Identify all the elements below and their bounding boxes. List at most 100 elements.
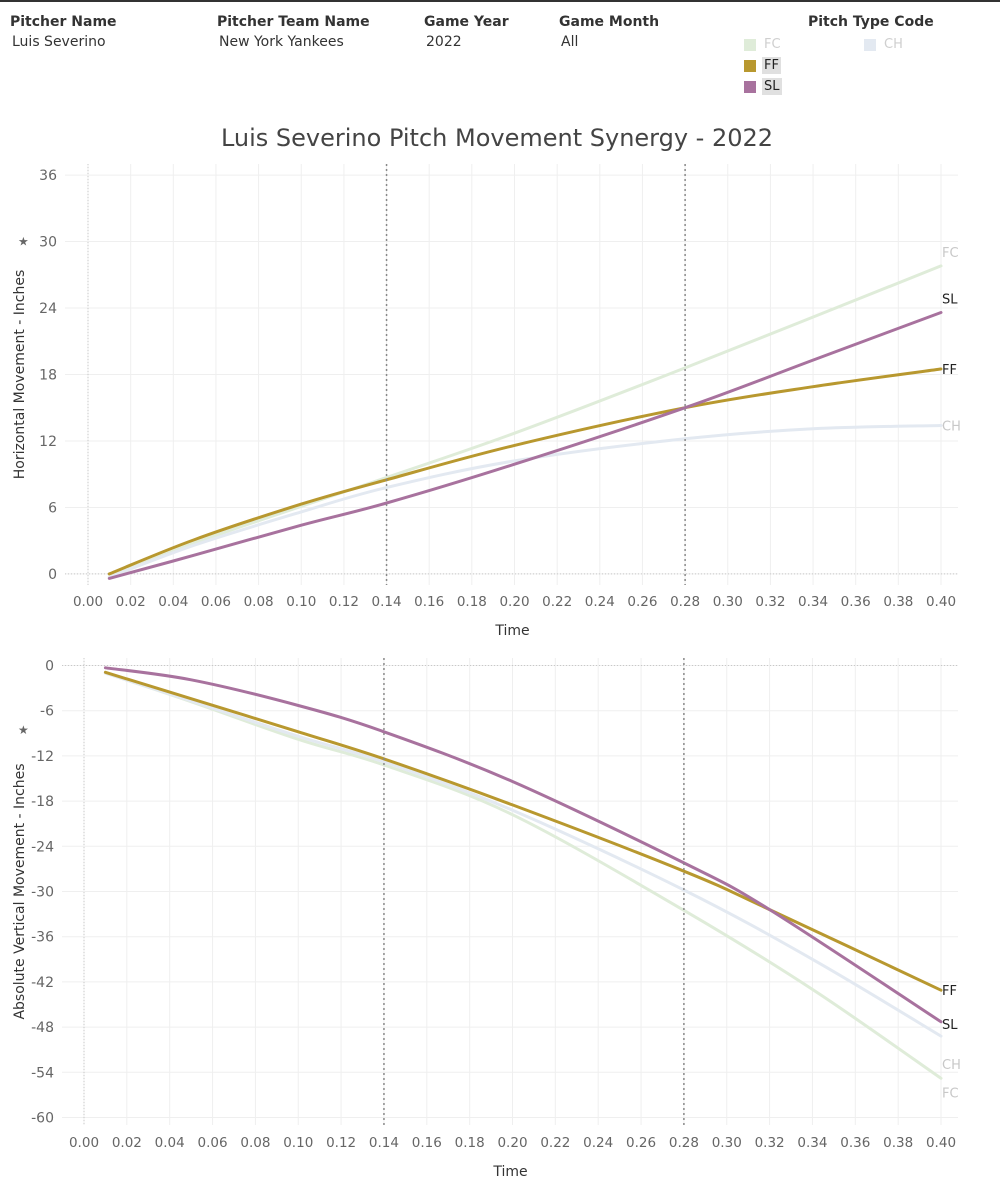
y-tick-label: -6 bbox=[40, 704, 54, 720]
top-border bbox=[0, 0, 1000, 2]
pin-icon[interactable]: ★ bbox=[18, 235, 29, 249]
legend-title: Pitch Type Code bbox=[808, 14, 934, 30]
legend-label-sl: SL bbox=[762, 78, 782, 95]
x-tick-label: 0.28 bbox=[669, 1135, 699, 1151]
series-label-ch: CH bbox=[942, 419, 961, 434]
filter-pitcher-team-name[interactable]: Pitcher Team Name New York Yankees bbox=[217, 14, 370, 50]
y-tick-label: -54 bbox=[31, 1065, 54, 1081]
x-tick-label: 0.24 bbox=[585, 594, 615, 610]
filter-label: Game Month bbox=[559, 14, 660, 30]
legend-item-ff[interactable]: FF bbox=[744, 57, 781, 74]
legend-label-fc: FC bbox=[764, 37, 781, 52]
y-tick-label: -48 bbox=[31, 1020, 54, 1036]
y-tick-label: -30 bbox=[31, 885, 54, 901]
x-tick-label: 0.32 bbox=[755, 1135, 785, 1151]
x-tick-label: 0.16 bbox=[414, 594, 444, 610]
filter-game-month[interactable]: Game Month All bbox=[559, 14, 659, 50]
x-tick-label: 0.02 bbox=[116, 594, 146, 610]
x-tick-label: 0.00 bbox=[69, 1135, 99, 1151]
y-tick-label: 0 bbox=[45, 659, 54, 675]
filter-label: Pitcher Team Name bbox=[217, 14, 370, 30]
x-axis-label: Time bbox=[492, 1164, 527, 1180]
x-tick-label: 0.40 bbox=[926, 1135, 956, 1151]
pin-icon[interactable]: ★ bbox=[18, 723, 29, 737]
horizontal-movement-chart: 36 30 24 18 12 6 0 0.00 0.02 0.04 0.06 0.08 0.10 0.12… bbox=[12, 164, 961, 639]
series-label-ff: FF bbox=[942, 363, 957, 378]
filter-game-year[interactable]: Game Year 2022 bbox=[424, 14, 509, 50]
x-axis-label: Time bbox=[494, 623, 529, 639]
x-tick-label: 0.10 bbox=[283, 1135, 313, 1151]
x-tick-label: 0.26 bbox=[627, 594, 657, 610]
series-label-ff: FF bbox=[942, 984, 957, 999]
vertical-movement-chart: 0 -6 -12 -18 -24 -30 -36 -42 -48 -54 -60 0.00 0.02 0.… bbox=[12, 658, 961, 1180]
series-line-sl[interactable] bbox=[107, 311, 943, 580]
legend-swatch-fc bbox=[744, 38, 756, 51]
y-tick-label: 30 bbox=[39, 235, 57, 251]
series-label-ch: CH bbox=[942, 1058, 961, 1073]
series-label-sl: SL bbox=[942, 292, 958, 307]
x-tick-label: 0.04 bbox=[158, 594, 188, 610]
y-tick-label: -36 bbox=[31, 930, 54, 946]
x-tick-label: 0.00 bbox=[73, 594, 103, 610]
legend-item-fc[interactable]: FC bbox=[744, 36, 783, 53]
y-axis-label: Absolute Vertical Movement - Inches bbox=[12, 763, 28, 1019]
chart-title: Luis Severino Pitch Movement Synergy - 2… bbox=[221, 124, 773, 152]
legend-item-ch[interactable]: CH bbox=[864, 36, 905, 53]
series-line-fc[interactable] bbox=[103, 671, 943, 1080]
x-tick-label: 0.26 bbox=[626, 1135, 656, 1151]
legend-item-sl[interactable]: SL bbox=[744, 78, 782, 95]
x-tick-label: 0.06 bbox=[198, 1135, 228, 1151]
y-tick-label: -18 bbox=[31, 794, 54, 810]
y-tick-label: -42 bbox=[31, 975, 54, 991]
filter-value[interactable]: 2022 bbox=[426, 34, 462, 50]
filter-pitcher-name[interactable]: Pitcher Name Luis Severino bbox=[10, 14, 117, 50]
y-tick-label: 36 bbox=[39, 168, 57, 184]
series-line-fc[interactable] bbox=[107, 264, 943, 579]
series-line-ch[interactable] bbox=[107, 424, 943, 579]
x-tick-label: 0.30 bbox=[712, 1135, 742, 1151]
x-tick-label: 0.22 bbox=[542, 594, 572, 610]
y-tick-label: -24 bbox=[31, 839, 54, 855]
series-line-ch[interactable] bbox=[103, 671, 943, 1038]
x-tick-label: 0.04 bbox=[155, 1135, 185, 1151]
x-tick-label: 0.20 bbox=[499, 594, 529, 610]
x-tick-label: 0.36 bbox=[841, 594, 871, 610]
x-tick-label: 0.22 bbox=[540, 1135, 570, 1151]
filter-label: Pitcher Name bbox=[10, 14, 117, 30]
x-tick-label: 0.36 bbox=[840, 1135, 870, 1151]
x-tick-label: 0.16 bbox=[412, 1135, 442, 1151]
x-tick-label: 0.20 bbox=[497, 1135, 527, 1151]
y-tick-label: 0 bbox=[48, 567, 57, 583]
filter-value[interactable]: Luis Severino bbox=[12, 34, 106, 50]
legend-label-ff: FF bbox=[762, 57, 781, 74]
legend-swatch-ch bbox=[864, 38, 876, 51]
series-label-fc: FC bbox=[942, 246, 959, 261]
x-tick-label: 0.14 bbox=[372, 594, 402, 610]
legend-swatch-ff bbox=[744, 59, 756, 72]
series-line-ff[interactable] bbox=[107, 367, 943, 576]
x-tick-label: 0.08 bbox=[244, 594, 274, 610]
x-tick-label: 0.38 bbox=[883, 1135, 913, 1151]
filter-value[interactable]: All bbox=[561, 34, 579, 50]
series-line-sl[interactable] bbox=[103, 666, 943, 1024]
y-tick-label: 12 bbox=[39, 434, 57, 450]
y-tick-label: -12 bbox=[31, 749, 54, 765]
x-tick-label: 0.38 bbox=[883, 594, 913, 610]
y-tick-label: -60 bbox=[31, 1110, 54, 1126]
filter-value[interactable]: New York Yankees bbox=[219, 34, 344, 50]
x-tick-label: 0.12 bbox=[329, 594, 359, 610]
y-tick-label: 6 bbox=[48, 500, 57, 516]
y-tick-label: 18 bbox=[39, 368, 57, 384]
x-tick-label: 0.28 bbox=[670, 594, 700, 610]
y-axis-label: Horizontal Movement - Inches bbox=[12, 270, 28, 480]
series-line-ff[interactable] bbox=[103, 670, 943, 992]
x-tick-label: 0.06 bbox=[201, 594, 231, 610]
x-tick-label: 0.08 bbox=[240, 1135, 270, 1151]
x-tick-label: 0.30 bbox=[713, 594, 743, 610]
series-label-fc: FC bbox=[942, 1086, 959, 1101]
legend-label-ch: CH bbox=[884, 37, 903, 52]
x-tick-label: 0.18 bbox=[455, 1135, 485, 1151]
x-tick-label: 0.34 bbox=[798, 594, 828, 610]
x-tick-label: 0.02 bbox=[112, 1135, 142, 1151]
